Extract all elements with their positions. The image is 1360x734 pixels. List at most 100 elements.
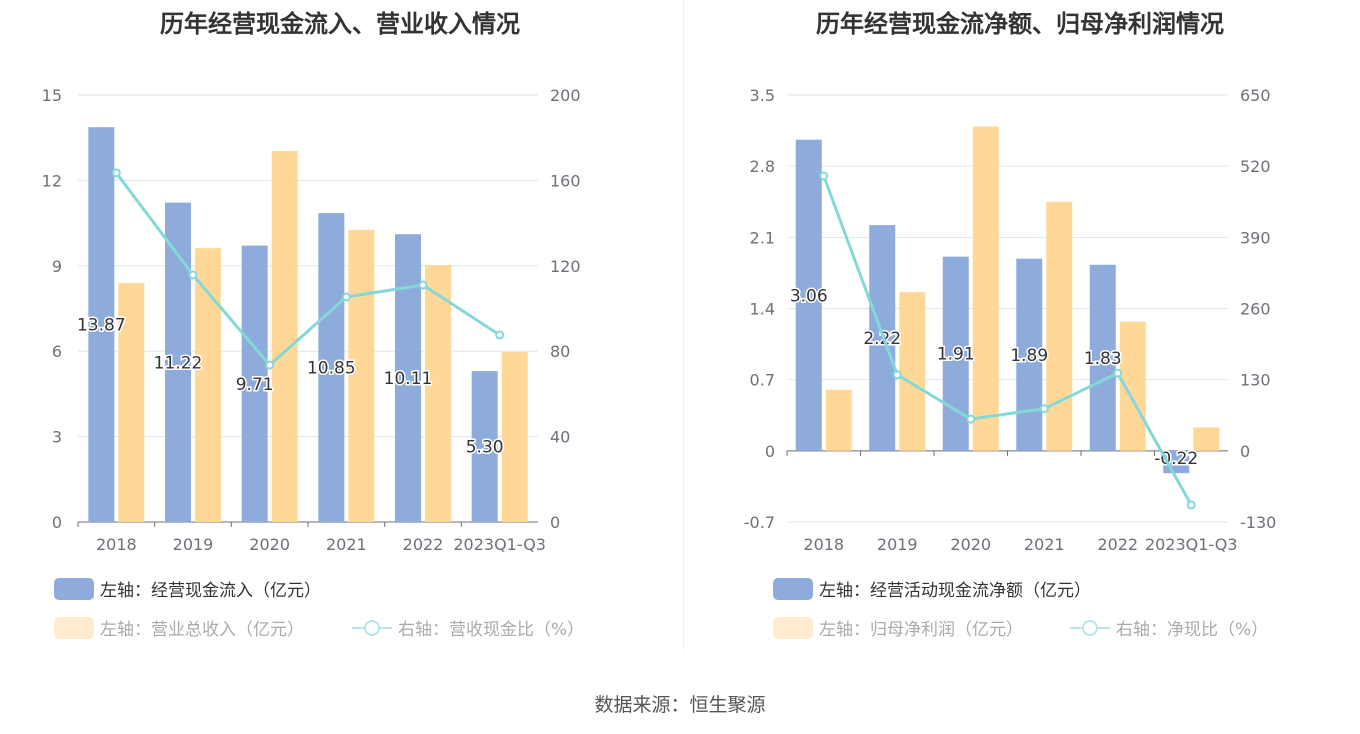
chart-title-right: 历年经营现金流净额、归母净利润情况 (816, 10, 1224, 38)
x-tick-label: 2022 (1097, 535, 1138, 554)
x-tick-label: 2018 (803, 535, 844, 554)
data-label: -0.22 (1154, 449, 1198, 469)
x-tick-label: 2019 (877, 535, 918, 554)
legend-item-right-line[interactable]: 右轴：净现比（%） (1070, 615, 1268, 640)
data-label: 1.89 (1010, 346, 1048, 366)
line-point (418, 280, 428, 290)
x-tick-label: 2023Q1-Q3 (1145, 535, 1238, 554)
y-left-tick-label: 3.5 (750, 86, 775, 105)
y-right-tick-label: 0 (1240, 442, 1250, 461)
legend-item-left-bar1[interactable]: 左轴：经营现金流入（亿元） (54, 576, 321, 601)
line-point (1113, 368, 1123, 378)
bar-secondary (195, 248, 221, 522)
legend-label: 右轴：营收现金比（%） (398, 620, 585, 640)
y-right-tick-label: 130 (1240, 371, 1271, 390)
bar-primary (1016, 258, 1043, 451)
bar-primary (241, 245, 268, 522)
x-tick-label: 2019 (173, 535, 214, 554)
x-tick-label: 2021 (326, 535, 367, 554)
y-left-tick-label: 1.4 (750, 300, 775, 319)
legend-item-right-bar1[interactable]: 左轴：经营活动现金流净额（亿元） (773, 576, 1091, 601)
data-label: 1.83 (1084, 349, 1122, 369)
data-label: 10.11 (384, 369, 433, 389)
x-tick-label: 2020 (950, 535, 991, 554)
legend-label: 左轴：经营现金流入（亿元） (100, 581, 321, 601)
legend-line-icon (1070, 617, 1110, 639)
data-label: 9.71 (236, 375, 274, 395)
y-right-tick-label: 390 (1240, 228, 1271, 247)
line-point (819, 171, 829, 181)
data-label: 5.30 (466, 438, 504, 458)
legend-item-left-line[interactable]: 右轴：营收现金比（%） (352, 615, 584, 640)
legend-line-icon (352, 617, 392, 639)
data-label: 2.22 (863, 329, 901, 349)
y-left-tick-label: 3 (52, 428, 62, 447)
legend-swatch (54, 616, 94, 639)
y-right-tick-label: 650 (1240, 86, 1271, 105)
legend-item-right-bar2[interactable]: 左轴：归母净利润（亿元） (773, 615, 1023, 640)
data-source: 数据来源：恒生聚源 (594, 694, 766, 716)
bar-secondary (271, 151, 298, 522)
bar-primary (942, 256, 969, 451)
legend-label: 左轴：营业总收入（亿元） (100, 620, 304, 640)
bar-secondary (899, 292, 926, 451)
line-point (966, 414, 976, 424)
bar-primary (395, 234, 421, 522)
y-right-tick-label: 80 (550, 342, 570, 361)
x-tick-label: 2023Q1-Q3 (453, 535, 546, 554)
y-right-tick-label: 120 (550, 257, 581, 276)
bar-secondary (348, 229, 375, 522)
bar-secondary (118, 283, 145, 522)
y-left-tick-label: 15 (42, 86, 62, 105)
legend-swatch (773, 577, 813, 600)
y-right-tick-label: -130 (1240, 513, 1276, 532)
x-tick-label: 2018 (96, 535, 137, 554)
legend-swatch (54, 577, 94, 600)
chart-title-left: 历年经营现金流入、营业收入情况 (160, 10, 520, 38)
line-series (115, 172, 501, 368)
line-point (892, 370, 902, 380)
line-point (265, 360, 275, 370)
legend-swatch (773, 616, 813, 639)
data-label: 11.22 (154, 353, 203, 373)
line-point (341, 292, 351, 302)
bar-secondary (425, 264, 451, 522)
y-left-tick-label: 2.8 (750, 157, 775, 176)
data-label: 1.91 (937, 345, 975, 365)
bar-secondary (1046, 201, 1073, 451)
y-left-tick-label: 0 (52, 513, 62, 532)
y-left-tick-label: 9 (52, 257, 62, 276)
y-left-tick-label: 2.1 (750, 228, 775, 247)
bar-primary (1089, 264, 1116, 451)
data-label: 3.06 (790, 286, 828, 306)
legend-item-left-bar2[interactable]: 左轴：营业总收入（亿元） (54, 615, 304, 640)
y-left-tick-label: -0.7 (744, 513, 775, 532)
y-left-tick-label: 6 (52, 342, 62, 361)
bar-primary (795, 139, 822, 451)
divider (683, 0, 684, 650)
legend-label: 左轴：归母净利润（亿元） (819, 620, 1023, 640)
line-point (1186, 500, 1196, 510)
line-series (822, 175, 1193, 506)
bar-secondary (972, 126, 999, 451)
y-left-tick-label: 0 (765, 442, 775, 461)
x-tick-label: 2022 (403, 535, 444, 554)
bar-secondary (825, 389, 852, 451)
y-left-tick-label: 0.7 (750, 371, 775, 390)
y-right-tick-label: 260 (1240, 300, 1271, 319)
x-tick-label: 2021 (1024, 535, 1065, 554)
bar-primary (471, 371, 498, 522)
y-left-tick-label: 12 (42, 171, 62, 190)
data-label: 10.85 (307, 359, 356, 379)
y-right-tick-label: 40 (550, 428, 570, 447)
y-right-tick-label: 520 (1240, 157, 1271, 176)
x-tick-label: 2020 (249, 535, 290, 554)
bar-primary (318, 213, 345, 523)
bar-secondary (501, 352, 528, 522)
bar-secondary (1193, 427, 1220, 451)
y-right-tick-label: 200 (550, 86, 581, 105)
bar-primary (88, 127, 115, 523)
data-label: 13.87 (77, 316, 126, 336)
y-right-tick-label: 0 (550, 513, 560, 532)
